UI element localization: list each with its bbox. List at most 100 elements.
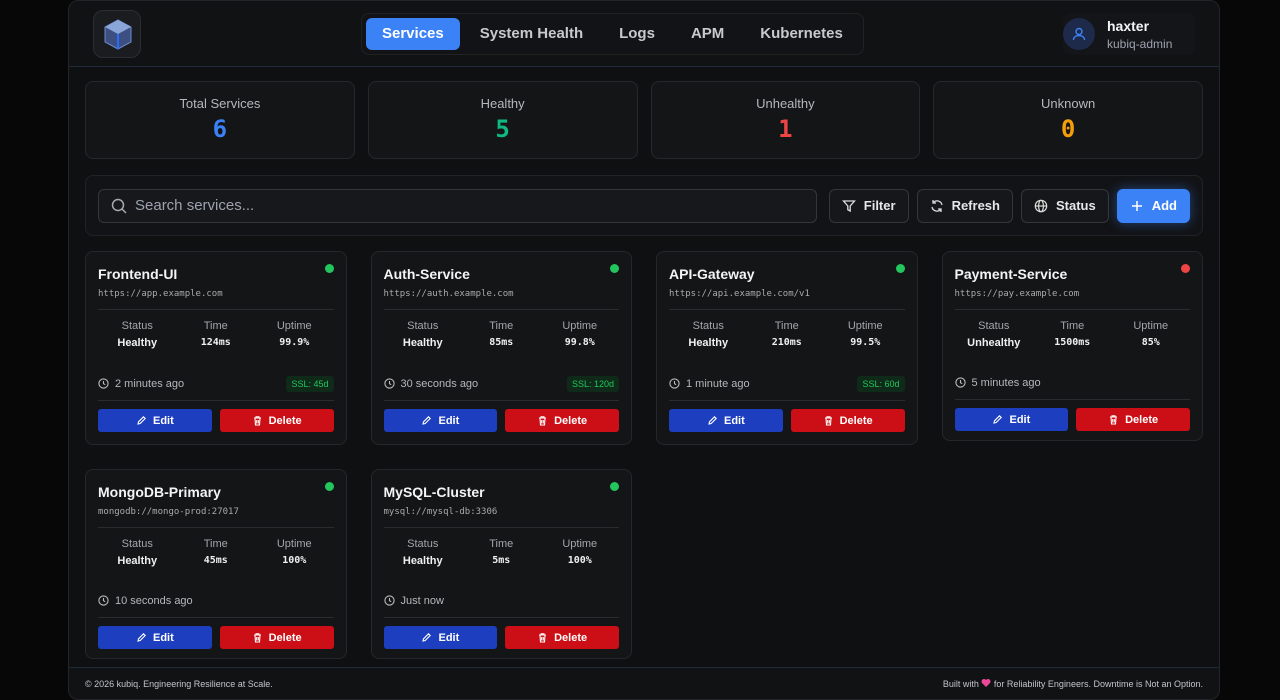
edit-button[interactable]: Edit <box>98 626 212 649</box>
toolbar-button[interactable]: Refresh <box>916 188 1013 223</box>
service-url: mysql://mysql-db:3306 <box>383 507 619 528</box>
metric-value: 45ms <box>203 555 228 566</box>
edit-button[interactable]: Edit <box>954 408 1069 431</box>
toolbar-button[interactable]: Filter <box>828 188 909 223</box>
delete-button[interactable]: Delete <box>1076 408 1190 431</box>
metric-value: 1500ms <box>1054 337 1091 348</box>
service-name: Auth-Service <box>383 266 470 282</box>
metric-label: Time <box>203 538 228 550</box>
toolbar-button[interactable]: Status <box>1020 188 1109 223</box>
metric: Uptime 100% <box>541 538 620 567</box>
last-check: 5 minutes ago <box>954 376 1041 389</box>
metric: Uptime 99.8% <box>541 320 620 349</box>
service-card: API-Gateway https://api.example.com/v1 Sta… <box>656 251 918 445</box>
metric-value: Healthy <box>688 337 729 349</box>
card-actions: Edit Delete <box>98 409 334 432</box>
metric: Time 5ms <box>462 538 541 567</box>
metric-label: Uptime <box>562 320 598 332</box>
card-actions: Edit Delete <box>98 626 334 649</box>
toolbar-icon-svg <box>841 199 856 212</box>
header: Services System Health Logs APM Kubernetes h… <box>69 1 1219 67</box>
delete-icon-svg <box>253 416 261 426</box>
clock-icon-svg <box>383 595 395 606</box>
service-card: Auth-Service https://auth.example.com Stat… <box>370 251 632 445</box>
status-dot <box>324 264 334 273</box>
metric: Status Healthy <box>384 538 463 567</box>
footer: © 2026 kubiq. Engineering Resilience at … <box>69 667 1219 699</box>
toolbar-icon <box>1130 199 1144 213</box>
toolbar-icon <box>930 199 944 213</box>
last-check-text: 30 seconds ago <box>400 377 479 390</box>
metric-label: Status <box>121 538 153 550</box>
delete-icon <box>252 415 263 426</box>
delete-label: Delete <box>1125 413 1159 426</box>
last-check-text: 1 minute ago <box>686 377 750 390</box>
edit-button[interactable]: Edit <box>383 409 498 432</box>
edit-button[interactable]: Edit <box>383 626 498 649</box>
metrics: Status Healthy Time 45ms Uptime 100% <box>98 538 334 567</box>
stat-label: Total Services <box>179 96 261 111</box>
delete-button[interactable]: Delete <box>505 409 619 432</box>
metric-value: 99.9% <box>279 337 310 348</box>
delete-icon-svg <box>539 416 547 426</box>
ssl-badge: SSL: 60d <box>857 375 905 392</box>
search-input[interactable]: Search services... <box>98 188 817 223</box>
stats: Total Services 6 Healthy 5 Unhealthy 1 Unknown… <box>85 81 1203 159</box>
nav-tab[interactable]: System Health <box>479 25 584 42</box>
edit-button[interactable]: Edit <box>669 409 783 432</box>
delete-button[interactable]: Delete <box>219 409 334 432</box>
metrics: Status Healthy Time 5ms Uptime 100% <box>384 538 620 567</box>
metric-label: Uptime <box>1133 320 1169 332</box>
user-menu[interactable]: haxter kubiq-admin <box>1063 13 1195 55</box>
clock-icon-svg <box>98 595 109 606</box>
clock-icon-svg <box>669 378 680 389</box>
nav-tab[interactable]: Kubernetes <box>760 25 843 42</box>
edit-icon <box>421 415 432 426</box>
stat-label: Unhealthy <box>756 96 815 111</box>
stat-card: Unhealthy 1 <box>650 81 921 159</box>
metric: Status Healthy <box>384 320 463 349</box>
toolbar-button-label: Add <box>1151 198 1177 213</box>
card-meta: 10 seconds ago <box>98 592 334 618</box>
metric: Uptime 85% <box>1112 320 1191 349</box>
metric: Uptime 99.5% <box>826 320 905 349</box>
metric-value: 124ms <box>200 337 231 348</box>
stat-value: 0 <box>1060 115 1076 143</box>
edit-icon <box>992 414 1003 425</box>
nav-tab[interactable]: APM <box>690 25 725 42</box>
metrics: Status Healthy Time 85ms Uptime 99.8% <box>384 320 620 349</box>
toolbar-icon <box>841 199 856 213</box>
metric-label: Time <box>774 320 799 332</box>
delete-label: Delete <box>554 414 588 427</box>
metric-label: Status <box>407 320 439 332</box>
delete-button[interactable]: Delete <box>505 626 619 649</box>
metric-value: 100% <box>282 555 307 566</box>
service-card: Payment-Service https://pay.example.com St… <box>941 251 1203 441</box>
user-info: haxter kubiq-admin <box>1107 18 1172 51</box>
card-meta: 1 minute ago SSL: 60d <box>669 375 905 401</box>
nav-tab[interactable]: Services <box>366 18 460 50</box>
service-card: Frontend-UI https://app.example.com Status… <box>85 251 347 445</box>
service-card: MongoDB-Primary mongodb://mongo-prod:2701… <box>85 469 347 659</box>
metric-value: Unhealthy <box>967 337 1021 349</box>
delete-icon <box>252 632 263 643</box>
edit-icon <box>421 632 432 643</box>
delete-button[interactable]: Delete <box>219 626 334 649</box>
heart-icon <box>981 679 991 687</box>
status-dot <box>610 264 619 273</box>
edit-button[interactable]: Edit <box>98 409 212 432</box>
metric: Time 45ms <box>177 538 256 567</box>
metric-value: 5ms <box>492 555 511 566</box>
last-check-text: 5 minutes ago <box>971 376 1041 389</box>
nav-tab[interactable]: Logs <box>619 25 655 42</box>
metric-value: 99.5% <box>850 337 881 348</box>
last-check: 1 minute ago <box>669 378 750 390</box>
clock-icon <box>669 378 680 389</box>
clock-icon-svg <box>954 377 966 388</box>
clock-icon <box>383 378 395 389</box>
logo[interactable] <box>93 10 141 58</box>
delete-button[interactable]: Delete <box>790 409 905 432</box>
ssl-badge: SSL: 45d <box>286 375 334 392</box>
metric-label: Status <box>978 320 1010 332</box>
toolbar-button[interactable]: Add <box>1116 188 1190 223</box>
